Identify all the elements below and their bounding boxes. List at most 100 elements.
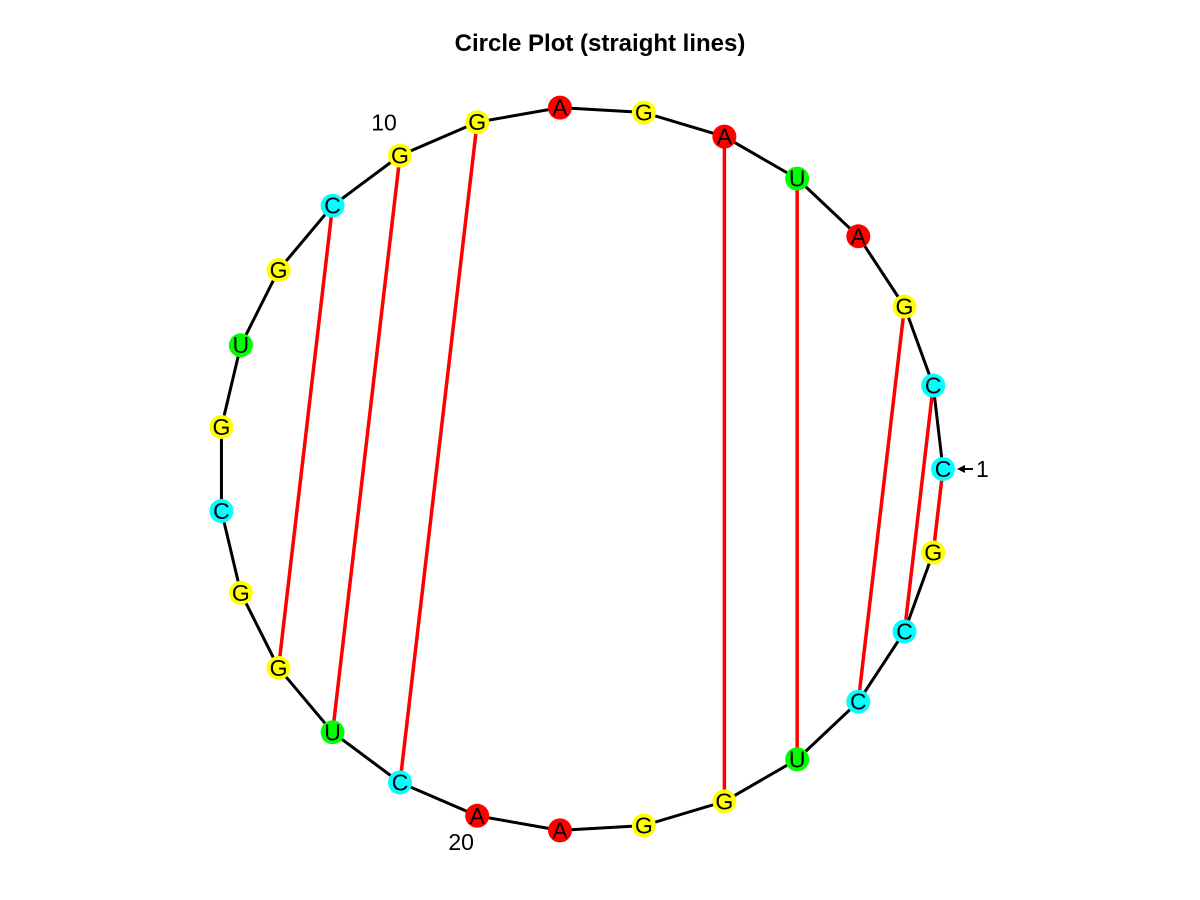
nucleotide-letter: G <box>468 109 486 135</box>
nucleotide-letter: U <box>324 719 341 745</box>
nucleotide-letter: C <box>896 618 913 644</box>
nucleotide-letter: C <box>935 456 952 482</box>
nucleotide-27: G <box>921 539 946 565</box>
nucleotide-letter: U <box>789 166 806 192</box>
nucleotide-letter: C <box>850 689 867 715</box>
nucleotide-marker <box>547 95 572 120</box>
nucleotide-marker <box>320 720 345 745</box>
nucleotide-marker <box>228 333 253 358</box>
nucleotide-letter: G <box>270 655 288 681</box>
nucleotide-letter: C <box>925 373 942 399</box>
nucleotide-letter: A <box>470 803 486 829</box>
nucleotide-marker <box>785 166 810 191</box>
nucleotide-marker <box>209 499 234 524</box>
nucleotide-letter: A <box>717 124 733 150</box>
nucleotide-marker <box>892 619 917 644</box>
nucleotide-5: U <box>785 166 810 192</box>
nucleotide-18: U <box>320 719 345 745</box>
nucleotide-marker <box>931 457 955 481</box>
nucleotide-15: C <box>209 498 234 524</box>
nucleotide-letter: U <box>789 746 806 772</box>
nucleotide-7: G <box>631 100 656 126</box>
nucleotide-marker <box>785 747 810 772</box>
nucleotide-2: C <box>921 373 946 399</box>
nucleotide-17: G <box>266 655 291 681</box>
nucleotide-13: U <box>228 332 253 358</box>
nucleotide-20: A <box>465 803 490 829</box>
backbone-polygon <box>219 106 945 832</box>
nucleotide-marker <box>228 580 253 605</box>
nucleotide-letter: C <box>392 770 409 796</box>
position-label-20: 20 <box>448 829 474 855</box>
nucleotide-letter: G <box>635 100 653 126</box>
nucleotide-marker <box>465 110 490 135</box>
nucleotide-marker <box>631 100 656 125</box>
nucleotide-marker <box>266 258 291 283</box>
nucleotide-marker <box>921 540 946 565</box>
nucleotide-letter: A <box>851 223 867 249</box>
nucleotide-marker <box>846 689 871 714</box>
nucleotide-letter: G <box>715 788 733 814</box>
nucleotide-letter: G <box>232 580 250 606</box>
nucleotide-24: U <box>785 746 810 772</box>
nucleotide-23: G <box>712 788 737 814</box>
nucleotide-nodes: C C G A U A G A G G C G U G C G G U C A A G G U C C G <box>209 95 955 843</box>
nucleotide-letter: G <box>213 414 231 440</box>
position-labels: 1 10 20 <box>371 110 989 855</box>
nucleotide-9: G <box>465 109 490 135</box>
nucleotide-marker <box>712 124 737 149</box>
nucleotide-letter: G <box>896 294 914 320</box>
nucleotide-letter: G <box>270 257 288 283</box>
base-pair-lines <box>276 122 945 802</box>
nucleotide-letter: A <box>552 817 568 843</box>
nucleotide-letter: C <box>324 193 341 219</box>
nucleotide-25: C <box>846 689 871 715</box>
nucleotide-6: A <box>712 124 737 150</box>
nucleotide-letter: A <box>552 95 568 121</box>
position-label-text: 1 <box>976 456 989 482</box>
nucleotide-12: G <box>266 257 291 283</box>
position-label-text: 20 <box>448 829 474 855</box>
nucleotide-8: A <box>547 95 572 121</box>
nucleotide-1: C <box>931 456 955 482</box>
nucleotide-letter: C <box>213 498 230 524</box>
nucleotide-marker <box>266 655 291 680</box>
position-label-text: 10 <box>371 110 397 136</box>
base-pair-line-1-27 <box>931 468 945 553</box>
nucleotide-marker <box>465 803 490 828</box>
position-label-10: 10 <box>371 110 397 136</box>
nucleotide-marker <box>388 770 412 795</box>
nucleotide-4: A <box>846 223 871 249</box>
nucleotide-letter: G <box>924 539 942 565</box>
nucleotide-10: G <box>388 143 412 169</box>
base-pair-line-2-26 <box>902 385 935 632</box>
nucleotide-marker <box>320 193 345 218</box>
nucleotide-marker <box>921 373 946 398</box>
nucleotide-marker <box>846 224 871 249</box>
nucleotide-letter: G <box>391 143 409 169</box>
start-arrow-head <box>957 465 965 473</box>
plot-title: Circle Plot (straight lines) <box>454 30 746 57</box>
nucleotide-letter: U <box>233 332 250 358</box>
nucleotide-26: C <box>892 618 917 644</box>
nucleotide-marker <box>892 294 917 319</box>
position-label-1: 1 <box>957 456 989 482</box>
nucleotide-marker <box>209 414 234 439</box>
nucleotide-marker <box>631 813 656 838</box>
nucleotide-letter: G <box>635 813 653 839</box>
base-pair-line-10-18 <box>330 155 402 733</box>
backbone-layer <box>219 106 945 832</box>
nucleotide-3: G <box>892 294 917 320</box>
nucleotide-14: G <box>209 414 234 440</box>
nucleotide-11: C <box>320 193 345 219</box>
nucleotide-marker <box>388 143 412 168</box>
nucleotide-21: A <box>547 817 572 843</box>
nucleotide-22: G <box>631 813 656 839</box>
base-pair-line-9-19 <box>398 122 479 783</box>
nucleotide-marker <box>547 818 572 843</box>
nucleotide-19: C <box>388 770 412 796</box>
nucleotide-16: G <box>228 580 253 606</box>
nucleotide-marker <box>712 789 737 814</box>
base-pair-line-11-17 <box>276 205 335 669</box>
